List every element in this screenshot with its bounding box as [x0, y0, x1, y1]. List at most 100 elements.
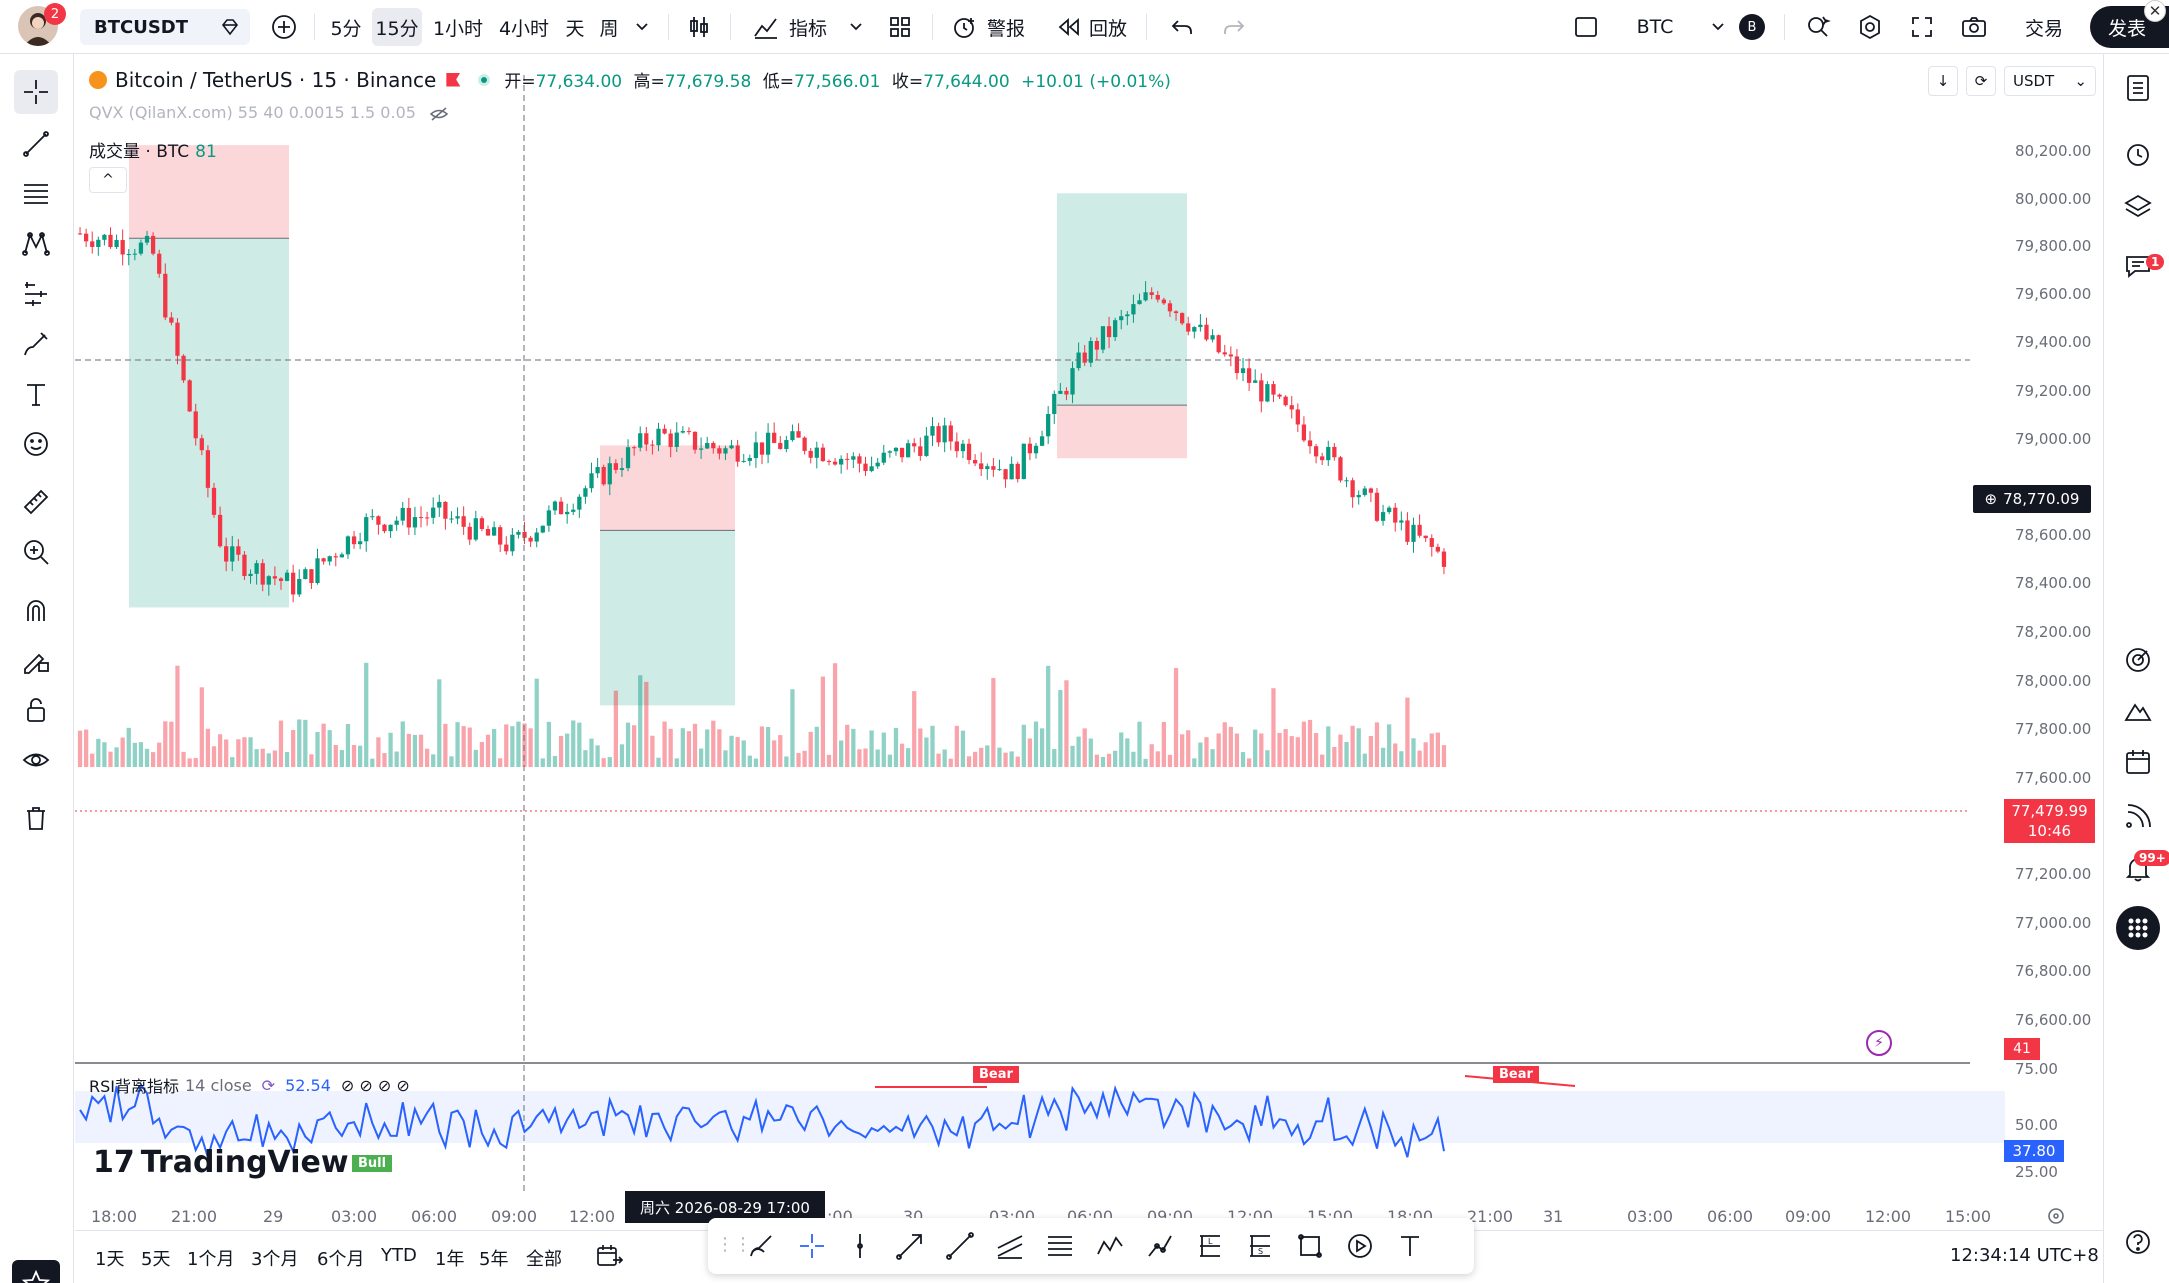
trade-button[interactable]: 交易	[2024, 17, 2063, 40]
fullscreen-icon[interactable]	[1904, 0, 1940, 54]
range-all[interactable]: 全部	[526, 1249, 562, 1270]
path-icon[interactable]	[1142, 1228, 1178, 1264]
help-icon[interactable]	[2116, 1220, 2160, 1264]
pair-title[interactable]: Bitcoin / TetherUS · 15 · Binance	[115, 67, 437, 92]
symbol-search[interactable]: BTCUSDT	[80, 9, 250, 45]
download-icon[interactable]: ↓	[1928, 66, 1958, 96]
drag-handle-icon[interactable]: ⋮⋮	[716, 1234, 752, 1255]
settings-gear-icon[interactable]	[1852, 0, 1888, 54]
chevron-down-icon[interactable]	[844, 0, 868, 54]
lock-icon[interactable]	[14, 688, 58, 732]
currency-select[interactable]: USDT ⌄	[2004, 66, 2096, 96]
chart-pane[interactable]: Bitcoin / TetherUS · 15 · Binance 开=77,6…	[75, 55, 2102, 1230]
alarm-clock-icon[interactable]	[946, 0, 982, 54]
apps-grid-icon[interactable]	[2116, 906, 2160, 950]
range-5d[interactable]: 5天	[141, 1249, 171, 1270]
short-position-icon[interactable]: S	[1242, 1228, 1278, 1264]
range-ytd[interactable]: YTD	[381, 1245, 417, 1266]
tradingview-logo[interactable]: 𝟭𝟳 TradingView	[93, 1145, 349, 1180]
range-6m[interactable]: 6个月	[317, 1249, 365, 1270]
hidden-eye-icon[interactable]	[429, 103, 449, 122]
pattern-icon[interactable]	[1092, 1228, 1128, 1264]
magnet-icon[interactable]	[14, 588, 58, 632]
trend-line-icon[interactable]	[942, 1228, 978, 1264]
interval-5m[interactable]: 5分	[330, 17, 362, 40]
interval-4h[interactable]: 4小时	[498, 17, 550, 40]
range-1y[interactable]: 1年	[435, 1249, 465, 1270]
undo-icon[interactable]	[1164, 0, 1200, 54]
replay-button[interactable]: 回放	[1088, 17, 1127, 40]
ruler-icon[interactable]	[14, 480, 58, 524]
sync-icon[interactable]: ⟳	[1966, 66, 1996, 96]
chart-canvas[interactable]	[75, 55, 2102, 1230]
chevron-down-icon[interactable]	[630, 0, 654, 54]
range-1m[interactable]: 1个月	[187, 1249, 235, 1270]
goto-date-icon[interactable]	[595, 1243, 624, 1273]
forecast-icon[interactable]	[14, 272, 58, 316]
candle-style-icon[interactable]	[680, 0, 718, 54]
fib-retracement-icon[interactable]	[14, 172, 58, 216]
emoji-icon[interactable]	[14, 422, 58, 466]
range-3m[interactable]: 3个月	[251, 1249, 299, 1270]
interval-day[interactable]: 天	[565, 17, 585, 40]
favorite-star-icon[interactable]	[12, 1260, 60, 1283]
target-icon[interactable]	[2116, 638, 2160, 682]
add-symbol-icon[interactable]	[268, 0, 300, 54]
indicators-button[interactable]: 指标	[788, 17, 827, 40]
range-5y[interactable]: 5年	[479, 1249, 509, 1270]
layout-box-icon[interactable]	[1568, 0, 1604, 54]
layout-grid-icon[interactable]	[882, 0, 918, 54]
lightning-icon[interactable]: ⚡	[1866, 1030, 1892, 1056]
replay-icon[interactable]	[1054, 0, 1084, 54]
camera-icon[interactable]	[1956, 0, 1992, 54]
clock[interactable]: 12:34:14 UTC+8	[1950, 1245, 2099, 1266]
trend-line-icon[interactable]	[14, 122, 58, 166]
quick-search-icon[interactable]	[1800, 0, 1836, 54]
trash-icon[interactable]	[14, 796, 58, 840]
channel-icon[interactable]	[992, 1228, 1028, 1264]
volume-bar	[443, 723, 448, 767]
refresh-icon[interactable]: ⟳	[261, 1075, 276, 1095]
flag-icon[interactable]	[446, 72, 461, 87]
alert-button[interactable]: 警报	[986, 17, 1025, 40]
volume-legend[interactable]: 成交量 · BTC 81	[89, 137, 217, 162]
chevron-down-icon[interactable]	[1706, 0, 1730, 54]
long-position-icon[interactable]: L	[1192, 1228, 1228, 1264]
add-alert-icon[interactable]: ⊕	[1984, 490, 1998, 508]
interval-15m[interactable]: 15分	[372, 8, 422, 46]
brush-icon[interactable]	[744, 1228, 780, 1264]
broadcast-icon[interactable]	[2116, 794, 2160, 838]
zoom-in-icon[interactable]	[14, 530, 58, 574]
close-icon[interactable]: ✕	[2144, 0, 2166, 22]
text-icon[interactable]	[14, 372, 58, 416]
range-1d[interactable]: 1天	[95, 1249, 125, 1270]
text-icon[interactable]	[1392, 1228, 1428, 1264]
brush-icon[interactable]	[14, 322, 58, 366]
alarm-icon[interactable]	[2116, 132, 2160, 176]
watchlist-icon[interactable]	[2116, 66, 2160, 110]
calendar-icon[interactable]	[2116, 740, 2160, 784]
interval-week[interactable]: 周	[599, 17, 619, 40]
indicators-icon[interactable]	[748, 0, 784, 54]
compare-badge[interactable]: B	[1738, 0, 1766, 54]
redo-icon[interactable]	[1216, 0, 1252, 54]
crosshair-icon[interactable]	[794, 1228, 830, 1264]
timezone-gear-icon[interactable]	[2045, 1205, 2067, 1231]
arrow-line-icon[interactable]	[892, 1228, 928, 1264]
eye-icon[interactable]	[14, 738, 58, 782]
pattern-icon[interactable]	[14, 222, 58, 266]
play-icon[interactable]	[1342, 1228, 1378, 1264]
mountain-icon[interactable]	[2116, 688, 2160, 732]
rsi-legend[interactable]: RSI背离指标 14 close ⟳ 52.54 ⊘ ⊘ ⊘ ⊘	[89, 1073, 410, 1097]
collapse-legend-button[interactable]: ^	[89, 167, 127, 193]
crosshair-icon[interactable]	[14, 70, 58, 114]
indicator-legend[interactable]: QVX (QilanX.com) 55 40 0.0015 1.5 0.05	[89, 103, 449, 122]
rectangle-icon[interactable]	[1292, 1228, 1328, 1264]
interval-1h[interactable]: 1小时	[432, 17, 484, 40]
vertical-line-icon[interactable]	[842, 1228, 878, 1264]
layers-icon[interactable]	[2116, 184, 2160, 228]
lock-pencil-icon[interactable]	[14, 638, 58, 682]
diamond-icon[interactable]	[220, 17, 240, 41]
fib-icon[interactable]	[1042, 1228, 1078, 1264]
compare-symbol[interactable]: BTC	[1636, 16, 1674, 38]
